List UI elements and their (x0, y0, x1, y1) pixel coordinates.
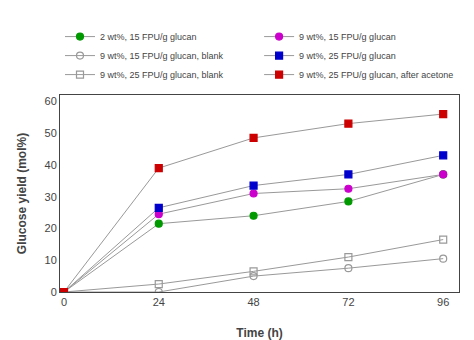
svg-text:Glucose yield (mol%): Glucose yield (mol%) (15, 133, 29, 254)
svg-text:24: 24 (153, 296, 165, 308)
svg-text:Time (h): Time (h) (236, 326, 282, 340)
svg-text:50: 50 (45, 127, 57, 139)
svg-text:2 wt%, 15 FPU/g glucan: 2 wt%, 15 FPU/g glucan (100, 32, 197, 42)
svg-text:48: 48 (247, 296, 259, 308)
svg-text:0: 0 (61, 296, 67, 308)
svg-text:40: 40 (45, 159, 57, 171)
svg-text:9 wt%, 25 FPU/g glucan, blank: 9 wt%, 25 FPU/g glucan, blank (100, 70, 224, 80)
svg-text:30: 30 (45, 191, 57, 203)
svg-text:20: 20 (45, 222, 57, 234)
svg-text:72: 72 (342, 296, 354, 308)
svg-text:9 wt%, 25 FPU/g glucan, after: 9 wt%, 25 FPU/g glucan, after acetone (299, 70, 453, 80)
svg-text:0: 0 (51, 286, 57, 298)
svg-text:9 wt%, 15 FPU/g glucan: 9 wt%, 15 FPU/g glucan (299, 32, 396, 42)
svg-text:9 wt%, 15 FPU/g glucan, blank: 9 wt%, 15 FPU/g glucan, blank (100, 51, 224, 61)
svg-text:9 wt%, 25 FPU/g glucan: 9 wt%, 25 FPU/g glucan (299, 51, 396, 61)
svg-text:96: 96 (437, 296, 449, 308)
svg-text:60: 60 (45, 95, 57, 107)
svg-text:10: 10 (45, 254, 57, 266)
